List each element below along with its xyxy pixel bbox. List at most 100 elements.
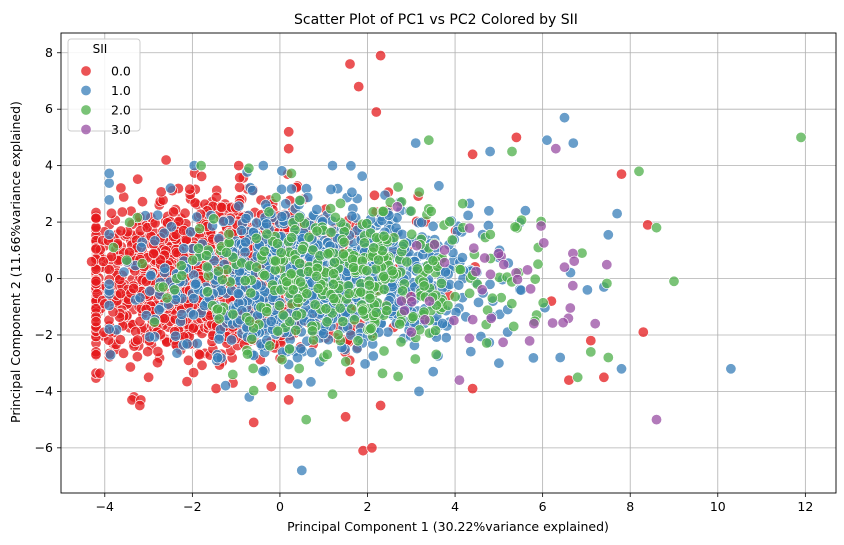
data-point <box>223 228 235 240</box>
data-point <box>547 317 559 329</box>
data-point <box>327 278 339 290</box>
y-tick-label: −4 <box>35 383 53 398</box>
data-point <box>446 234 458 246</box>
data-point <box>187 322 199 334</box>
data-point <box>188 367 200 379</box>
data-point <box>213 333 225 345</box>
data-point <box>368 242 380 254</box>
data-point <box>307 334 319 346</box>
data-point <box>193 242 205 254</box>
data-point <box>247 185 259 197</box>
data-point <box>346 186 358 198</box>
data-point <box>310 270 322 282</box>
data-point <box>294 257 306 269</box>
data-point <box>131 212 143 224</box>
data-point <box>528 318 540 330</box>
x-tick-label: −2 <box>183 499 201 514</box>
data-point <box>248 385 260 397</box>
data-point <box>497 336 509 348</box>
data-point <box>346 210 358 222</box>
x-tick-label: 12 <box>797 499 813 514</box>
data-point <box>345 160 357 172</box>
data-point <box>264 340 276 352</box>
data-point <box>554 351 566 363</box>
data-point <box>283 394 295 406</box>
data-point <box>134 399 146 411</box>
data-point <box>345 329 357 341</box>
data-point <box>217 216 229 228</box>
data-point <box>257 365 269 377</box>
data-point <box>233 160 245 172</box>
data-point <box>359 358 371 370</box>
data-point <box>525 283 537 295</box>
data-point <box>395 295 407 307</box>
data-point <box>170 330 182 342</box>
data-point <box>430 348 442 360</box>
y-axis-label: Principal Component 2 (11.66%variance ex… <box>8 101 23 423</box>
data-point <box>284 316 296 328</box>
data-point <box>427 366 439 378</box>
data-point <box>506 146 518 158</box>
data-point <box>538 237 550 249</box>
data-point <box>145 270 157 282</box>
data-point <box>535 220 547 232</box>
data-point <box>598 371 610 383</box>
data-point <box>352 335 364 347</box>
data-point <box>103 194 115 206</box>
data-point <box>234 181 246 193</box>
data-point <box>442 299 454 311</box>
data-point <box>427 255 439 267</box>
data-point <box>337 248 349 260</box>
x-tick-label: 0 <box>276 499 284 514</box>
legend-label: 2.0 <box>111 103 131 118</box>
data-point <box>357 305 369 317</box>
data-point <box>564 302 576 314</box>
data-point <box>405 205 417 217</box>
data-point <box>456 252 468 264</box>
data-point <box>275 247 287 259</box>
data-point <box>183 354 195 366</box>
data-point <box>344 365 356 377</box>
data-point <box>464 222 476 234</box>
data-point <box>210 382 222 394</box>
data-point <box>375 399 387 411</box>
data-point <box>428 239 440 251</box>
data-point <box>405 326 417 338</box>
data-point <box>386 265 398 277</box>
data-point <box>581 284 593 296</box>
data-point <box>401 256 413 268</box>
data-point <box>245 287 257 299</box>
data-point <box>309 299 321 311</box>
data-point <box>328 256 340 268</box>
data-point <box>188 309 200 321</box>
data-point <box>650 414 662 426</box>
data-point <box>220 380 232 392</box>
data-point <box>301 288 313 300</box>
data-point <box>103 228 115 240</box>
data-point <box>124 216 136 228</box>
data-point <box>356 170 368 182</box>
data-point <box>86 256 98 268</box>
data-point <box>462 209 474 221</box>
data-point <box>413 186 425 198</box>
data-point <box>537 297 549 309</box>
data-point <box>372 254 384 266</box>
legend-marker <box>80 124 92 136</box>
data-point <box>283 373 295 385</box>
data-point <box>118 347 130 359</box>
x-tick-label: 4 <box>451 499 459 514</box>
data-point <box>410 137 422 149</box>
data-point <box>550 143 562 155</box>
data-point <box>484 229 496 241</box>
data-point <box>439 257 451 269</box>
data-point <box>465 346 477 358</box>
data-point <box>378 345 390 357</box>
data-point <box>257 160 269 172</box>
data-point <box>270 192 282 204</box>
data-point <box>273 300 285 312</box>
data-point <box>370 106 382 118</box>
data-point <box>394 318 406 330</box>
y-tick-label: 6 <box>45 101 53 116</box>
data-point <box>291 309 303 321</box>
data-point <box>149 235 161 247</box>
